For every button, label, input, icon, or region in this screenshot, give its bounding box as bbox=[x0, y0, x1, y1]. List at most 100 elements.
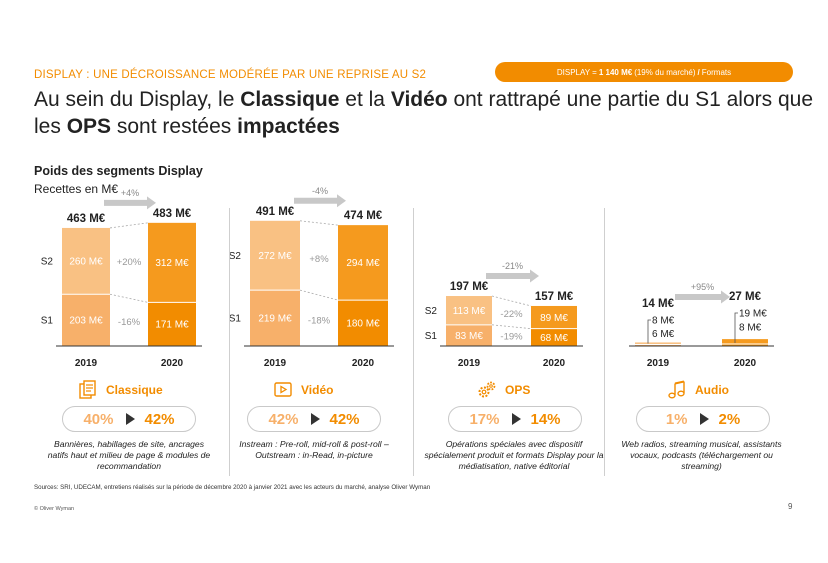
title-part: sont restées bbox=[111, 115, 238, 138]
total-label: 491 M€ bbox=[256, 206, 295, 218]
growth-arrow bbox=[675, 290, 730, 304]
connector-line bbox=[109, 222, 149, 229]
series-label-s2: S2 bbox=[425, 306, 438, 317]
segment-name: OPS bbox=[505, 383, 531, 397]
total-label: 197 M€ bbox=[450, 281, 489, 293]
share-comparison-video: 42% 42% bbox=[247, 406, 381, 432]
bar-s2-2019 bbox=[635, 342, 681, 345]
bar-s2-2020 bbox=[722, 339, 768, 344]
change-label-s2: -22% bbox=[500, 309, 523, 320]
x-tick-label: 2019 bbox=[264, 358, 287, 369]
x-tick-label: 2020 bbox=[543, 358, 566, 369]
divider bbox=[229, 208, 230, 476]
data-label-s2: 113 M€ bbox=[453, 306, 486, 317]
data-label-s1: 83 M€ bbox=[455, 331, 483, 342]
title-part: Au sein du Display, le bbox=[34, 88, 241, 111]
bar-s1-2019 bbox=[635, 344, 681, 346]
share-comparison-audio: 1% 2% bbox=[636, 406, 770, 432]
segment-video: Vidéo bbox=[273, 380, 333, 400]
x-tick-label: 2019 bbox=[458, 358, 481, 369]
chart-subtitle: Poids des segments Display bbox=[34, 164, 203, 178]
play-arrow-icon bbox=[699, 413, 709, 425]
change-label-s1: -16% bbox=[118, 317, 141, 328]
segment-name: Classique bbox=[106, 383, 163, 397]
data-label-s1: 171 M€ bbox=[155, 320, 189, 331]
total-label: 27 M€ bbox=[729, 291, 762, 303]
bar-s2-2020 bbox=[148, 222, 196, 303]
title-bold-video: Vidéo bbox=[390, 88, 448, 111]
series-label-s1: S1 bbox=[425, 331, 438, 342]
bar-s2-2019 bbox=[62, 227, 110, 295]
divider bbox=[604, 208, 605, 476]
segment-description: Web radios, streaming musical, assistant… bbox=[621, 439, 782, 471]
data-label-s1: 203 M€ bbox=[69, 316, 103, 327]
title-bold-ops: OPS bbox=[66, 115, 112, 138]
total-label: 483 M€ bbox=[153, 208, 192, 220]
series-label-s2: S2 bbox=[41, 257, 54, 268]
pill-share: (19% du marché) bbox=[634, 67, 696, 77]
x-tick-label: 2019 bbox=[75, 358, 98, 369]
display-total-pill: DISPLAY = 1 140 M€ (19% du marché) / For… bbox=[495, 62, 793, 82]
bar-s1-2019 bbox=[446, 324, 492, 346]
leader-line bbox=[734, 312, 738, 343]
title-bold-impactees: impactées bbox=[237, 115, 340, 138]
pill-prefix: DISPLAY = bbox=[556, 67, 597, 77]
share-2020: 2% bbox=[718, 410, 741, 428]
data-label-s1: 180 M€ bbox=[346, 319, 380, 330]
share-2019: 1% bbox=[665, 410, 688, 428]
data-label-s1: 6 M€ bbox=[652, 329, 675, 340]
segment-name: Vidéo bbox=[301, 383, 334, 397]
data-label-s1: 219 M€ bbox=[258, 314, 292, 325]
segment-name: Audio bbox=[695, 383, 729, 397]
bar-s1-2020 bbox=[722, 343, 768, 346]
segment-audio: Audio bbox=[667, 380, 729, 400]
segment-classique: Classique bbox=[78, 380, 163, 400]
play-icon bbox=[274, 382, 292, 397]
page-number: 9 bbox=[788, 502, 793, 511]
data-label-s2: 19 M€ bbox=[739, 309, 767, 320]
pill-formats: Formats bbox=[701, 67, 732, 77]
growth-arrow bbox=[486, 269, 539, 283]
share-2019: 40% bbox=[83, 410, 114, 428]
growth-arrow bbox=[294, 194, 346, 208]
segment-description: Opérations spéciales avec dispositif spé… bbox=[424, 439, 604, 471]
total-label: 463 M€ bbox=[67, 213, 106, 225]
data-label-s2: 294 M€ bbox=[346, 258, 380, 269]
page-title: Au sein du Display, le Classique et la V… bbox=[34, 86, 814, 140]
segment-ops: OPS bbox=[477, 380, 530, 400]
share-comparison-ops: 17% 14% bbox=[448, 406, 582, 432]
chart-units: Recettes en M€ bbox=[34, 182, 119, 196]
share-2020: 42% bbox=[329, 410, 360, 428]
leader-line bbox=[647, 319, 651, 344]
title-part: ont rattrapé une partie du S1 alors que … bbox=[34, 88, 814, 138]
bar-s2-2020 bbox=[531, 305, 577, 329]
growth-arrow bbox=[104, 196, 156, 210]
segment-description: Bannières, habillages de site, ancrages … bbox=[47, 439, 211, 471]
music-note-icon bbox=[668, 380, 685, 399]
growth-label: -4% bbox=[312, 186, 328, 196]
data-label-s2: 260 M€ bbox=[69, 257, 103, 268]
total-label: 474 M€ bbox=[344, 210, 383, 222]
series-label-s1: S1 bbox=[229, 314, 242, 325]
data-label-s2: 89 M€ bbox=[540, 313, 568, 324]
series-label-s1: S1 bbox=[41, 316, 54, 327]
x-tick-label: 2020 bbox=[352, 358, 375, 369]
bar-s1-2020 bbox=[338, 300, 388, 346]
bar-s1-2020 bbox=[148, 302, 196, 346]
title-part: et la bbox=[339, 88, 391, 111]
sources-note: Sources: SRI, UDECAM, entretiens réalisé… bbox=[34, 484, 431, 491]
copyright: © Oliver Wyman bbox=[34, 506, 75, 512]
series-label-s2: S2 bbox=[229, 251, 242, 262]
share-2019: 17% bbox=[469, 410, 500, 428]
change-label-s1: -19% bbox=[500, 331, 523, 342]
section-kicker: DISPLAY : UNE DÉCROISSANCE MODÉRÉE PAR U… bbox=[34, 69, 427, 81]
connector-line bbox=[299, 289, 339, 301]
change-label-s2: +8% bbox=[309, 254, 329, 265]
play-arrow-icon bbox=[511, 413, 521, 425]
connector-line bbox=[109, 293, 149, 303]
data-label-s1: 68 M€ bbox=[540, 333, 568, 344]
growth-label: +4% bbox=[121, 188, 139, 198]
data-label-s2: 312 M€ bbox=[155, 258, 189, 269]
divider bbox=[413, 208, 414, 476]
x-tick-label: 2020 bbox=[161, 358, 184, 369]
